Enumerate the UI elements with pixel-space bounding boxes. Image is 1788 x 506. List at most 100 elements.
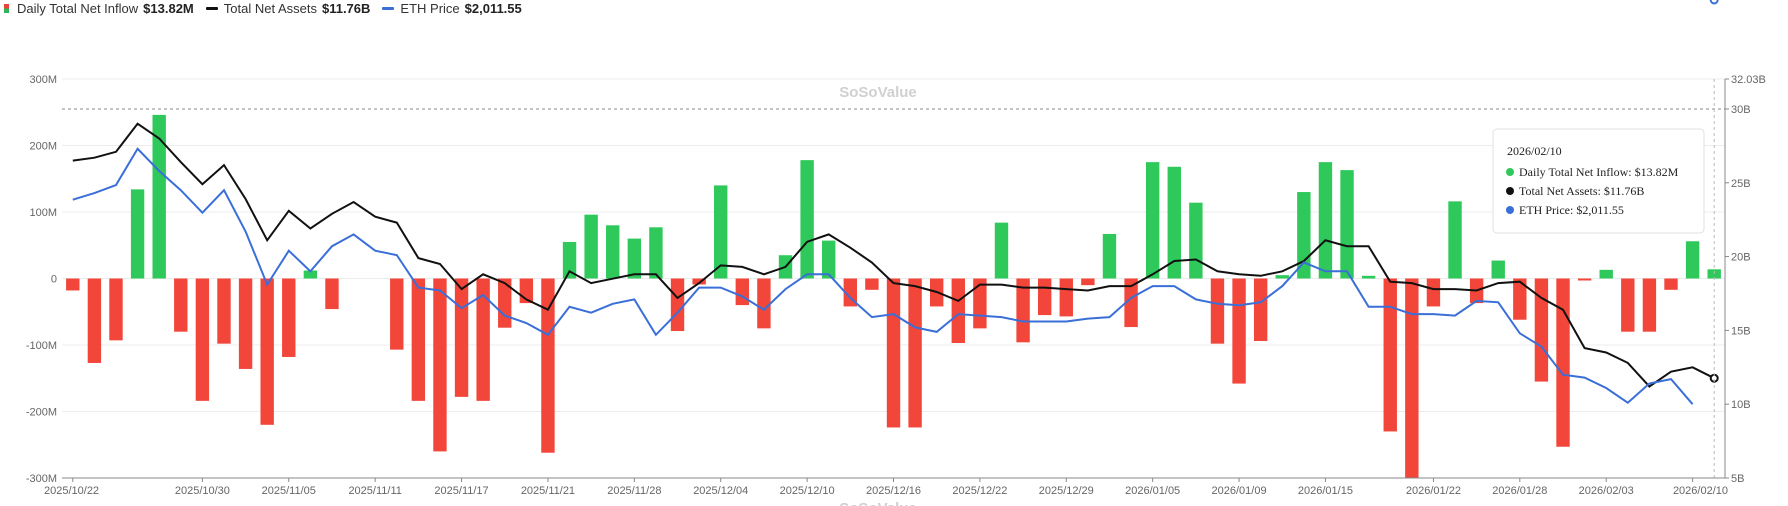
inflow-bar — [174, 278, 188, 332]
inflow-bar — [1664, 278, 1678, 290]
inflow-bar — [735, 278, 750, 306]
inflow-bar — [994, 222, 1009, 279]
inflow-bar — [649, 227, 663, 279]
right-tick-label: 25B — [1731, 178, 1751, 190]
inflow-bar — [951, 278, 965, 344]
line-swatch-icon — [382, 6, 395, 10]
legend-item-inflow[interactable]: Daily Total Net Inflow $13.82M — [0, 1, 194, 16]
inflow-bar — [1426, 278, 1441, 307]
inflow-bar — [886, 278, 901, 428]
inflow-bar — [1361, 275, 1376, 279]
inflow-bar — [87, 278, 102, 363]
x-tick-label: 2026/01/09 — [1212, 485, 1267, 497]
legend-label: Daily Total Net Inflow — [17, 0, 139, 16]
inflow-bar — [865, 278, 879, 290]
inflow-bar — [238, 278, 253, 369]
right-tick-label: 32.03B — [1731, 74, 1766, 86]
x-tick-label: 2025/10/30 — [175, 485, 230, 497]
legend-item-assets[interactable]: Total Net Assets $11.76B — [205, 1, 370, 16]
inflow-bar — [390, 278, 404, 350]
x-tick-label: 2025/12/29 — [1039, 485, 1094, 497]
right-tick-label: 30B — [1731, 104, 1751, 116]
inflow-bar — [1642, 278, 1657, 332]
x-axis: 2025/10/22 2025/10/30 2025/11/05 2025/11/11… — [44, 477, 1728, 497]
inflow-bar — [843, 278, 858, 307]
inflow-bar — [1340, 170, 1354, 279]
inflow-bar — [908, 278, 922, 428]
inflow-bar — [692, 278, 706, 285]
inflow-bar — [562, 241, 577, 279]
watermark: SoSoValue — [839, 84, 917, 101]
inflow-bar — [1167, 166, 1181, 279]
x-tick-label: 2026/01/28 — [1492, 485, 1547, 497]
inflow-bar — [1405, 278, 1419, 478]
inflow-bar — [1513, 278, 1527, 320]
tooltip-dot-inflow — [1506, 168, 1514, 176]
inflow-bar — [303, 270, 318, 279]
x-tick-label: 2025/11/28 — [607, 485, 661, 497]
x-tick-label: 2026/01/15 — [1298, 485, 1353, 497]
total-net-assets-line — [72, 122, 1715, 388]
tooltip-date: 2026/02/10 — [1507, 144, 1562, 158]
x-tick-label: 2026/02/03 — [1579, 485, 1634, 497]
inflow-bar — [130, 189, 145, 279]
left-tick-label: -200M — [26, 407, 57, 419]
inflow-bar — [1081, 278, 1095, 286]
legend-item-price[interactable]: ETH Price $2,011.55 — [382, 0, 522, 16]
tooltip-price: ETH Price: $2,011.55 — [1519, 203, 1624, 217]
inflow-bar — [195, 278, 210, 401]
inflow-bars — [66, 114, 1721, 478]
inflow-bar — [152, 114, 166, 279]
legend-label: ETH Price — [400, 0, 460, 16]
x-tick-label: 2025/11/05 — [262, 485, 316, 497]
bar-swatch-icon — [4, 3, 9, 13]
left-axis: 300M 200M 100M 0 -100M -200M -300M — [26, 74, 57, 485]
inflow-bar — [757, 278, 771, 329]
inflow-bar — [1059, 278, 1073, 317]
inflow-bar — [584, 214, 598, 279]
x-tick-label: 2025/12/16 — [866, 485, 921, 497]
tooltip: 2026/02/10 Daily Total Net Inflow: $13.8… — [1492, 128, 1705, 234]
inflow-bar — [822, 240, 836, 279]
inflow-bar — [1383, 278, 1397, 432]
inflow-bar — [282, 278, 296, 357]
right-tick-label: 10B — [1731, 399, 1751, 411]
inflow-bar — [606, 225, 620, 279]
legend-value: $2,011.55 — [464, 0, 522, 16]
inflow-bar — [1275, 275, 1289, 279]
inflow-bar — [217, 278, 231, 344]
inflow-bar — [454, 278, 469, 397]
eth-price-line — [72, 147, 1694, 405]
inflow-bar — [1297, 192, 1311, 279]
inflow-bar — [1253, 278, 1268, 342]
inflow-bar — [541, 278, 555, 453]
inflow-bar — [973, 278, 987, 329]
inflow-bar — [109, 278, 123, 341]
tooltip-dot-price — [1506, 206, 1514, 214]
right-tick-label: 15B — [1731, 325, 1751, 337]
inflow-bar — [433, 278, 447, 452]
x-tick-label: 2026/02/10 — [1673, 485, 1728, 497]
left-tick-label: 100M — [29, 207, 57, 219]
inflow-bar — [66, 278, 80, 291]
x-tick-label: 2025/11/21 — [521, 485, 575, 497]
inflow-bar — [260, 278, 274, 425]
inflow-bar — [1124, 278, 1138, 328]
inflow-bar — [1037, 278, 1052, 316]
left-tick-label: -100M — [26, 340, 57, 352]
inflow-bar — [1448, 201, 1462, 279]
inflow-bar — [325, 278, 339, 310]
right-axis: 32.03B 30B 25B 20B 15B 10B 5B — [1724, 74, 1766, 485]
watermark-bottom: SoSoValue — [839, 500, 917, 506]
right-tick-label: 20B — [1731, 252, 1751, 264]
inflow-bar — [1599, 269, 1613, 279]
inflow-bar — [1102, 233, 1117, 279]
x-tick-label: 2025/10/22 — [44, 485, 99, 497]
left-tick-label: -300M — [26, 473, 57, 485]
inflow-bar — [1621, 278, 1635, 332]
inflow-bar — [1016, 278, 1030, 343]
x-tick-label: 2025/11/17 — [434, 485, 488, 497]
left-tick-label: 300M — [29, 74, 57, 86]
tooltip-dot-assets — [1506, 187, 1514, 195]
